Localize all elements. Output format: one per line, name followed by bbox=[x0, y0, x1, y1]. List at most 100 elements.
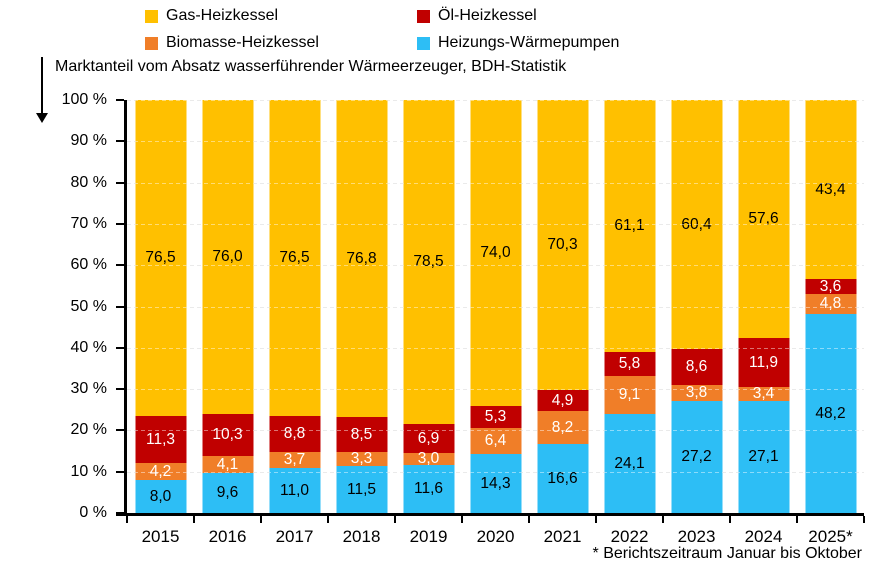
y-axis-tick bbox=[116, 512, 124, 514]
segment-value-label: 10,3 bbox=[212, 426, 243, 444]
x-axis-tick bbox=[260, 516, 262, 523]
bar-slot: 9,6 4,1 10,3 76,0 2016 bbox=[194, 100, 261, 546]
x-axis-tick bbox=[193, 516, 195, 523]
legend-label-biomasse: Biomasse-Heizkessel bbox=[166, 34, 319, 51]
y-axis-tick bbox=[116, 470, 124, 473]
x-axis-label: 2016 bbox=[208, 527, 247, 546]
segment-value-label: 16,6 bbox=[547, 469, 578, 487]
bar-segment--l-heizkessel: 5,3 bbox=[470, 405, 521, 428]
segment-value-label: 76,5 bbox=[145, 249, 176, 267]
legend-swatch-gas-icon bbox=[145, 9, 158, 23]
segment-value-label: 11,0 bbox=[279, 481, 310, 499]
bar-segment-heizungs-w-rmepumpen: 8,0 bbox=[135, 479, 186, 513]
y-axis-tick bbox=[116, 429, 124, 432]
bar-segment-gas-heizkessel: 57,6 bbox=[738, 100, 789, 338]
segment-value-label: 9,1 bbox=[618, 386, 641, 404]
y-axis-label: 70 % bbox=[70, 214, 107, 232]
x-axis-label: 2017 bbox=[275, 527, 314, 546]
bar-slot: 27,1 3,4 11,9 57,6 2024 bbox=[730, 100, 797, 546]
y-axis-tick bbox=[116, 264, 124, 267]
x-axis-tick bbox=[126, 516, 128, 523]
bar-segment--l-heizkessel: 11,3 bbox=[135, 415, 186, 463]
x-axis-label: 2015 bbox=[141, 527, 180, 546]
x-axis-tick bbox=[394, 516, 396, 523]
bar-slot: 11,5 3,3 8,5 76,8 2018 bbox=[328, 100, 395, 546]
segment-value-label: 11,5 bbox=[346, 480, 377, 498]
segment-value-label: 61,1 bbox=[614, 217, 645, 235]
bar-segment--l-heizkessel: 8,8 bbox=[269, 415, 320, 453]
segment-value-label: 4,1 bbox=[216, 456, 239, 474]
segment-value-label: 8,5 bbox=[350, 425, 373, 443]
legend-swatch-waermepumpen-icon bbox=[417, 36, 430, 50]
segment-value-label: 57,6 bbox=[748, 210, 779, 228]
legend-label-oel: Öl-Heizkessel bbox=[438, 7, 537, 24]
bar-segment-heizungs-w-rmepumpen: 11,0 bbox=[269, 467, 320, 513]
segment-value-label: 78,5 bbox=[413, 253, 444, 271]
y-axis-label: 60 % bbox=[70, 256, 107, 274]
bar-2023: 27,2 3,8 8,6 60,4 bbox=[671, 100, 722, 513]
bar-slot: 14,3 6,4 5,3 74,0 2020 bbox=[462, 100, 529, 546]
segment-value-label: 5,8 bbox=[618, 355, 641, 373]
x-axis-tick bbox=[662, 516, 664, 523]
bar-segment-biomasse-heizkessel: 3,3 bbox=[336, 451, 387, 466]
segment-value-label: 74,0 bbox=[480, 244, 511, 262]
segment-value-label: 4,8 bbox=[819, 295, 842, 313]
segment-value-label: 8,0 bbox=[149, 487, 172, 505]
bar-segment--l-heizkessel: 6,9 bbox=[403, 424, 454, 453]
bar-segment-biomasse-heizkessel: 3,8 bbox=[671, 384, 722, 402]
bar-segment-heizungs-w-rmepumpen: 27,2 bbox=[671, 400, 722, 513]
bar-segment-biomasse-heizkessel: 6,4 bbox=[470, 427, 521, 454]
bar-segment-biomasse-heizkessel: 4,1 bbox=[202, 456, 253, 474]
y-axis-label: 90 % bbox=[70, 132, 107, 150]
segment-value-label: 14,3 bbox=[480, 474, 511, 492]
bar-segment-heizungs-w-rmepumpen: 11,6 bbox=[403, 465, 454, 513]
bar-segment-gas-heizkessel: 60,4 bbox=[671, 100, 722, 350]
bar-slot: 11,0 3,7 8,8 76,5 2017 bbox=[261, 100, 328, 546]
bar-2015: 8,0 4,2 11,3 76,5 bbox=[135, 100, 186, 513]
legend-item-gas-heizkessel: Gas-Heizkessel bbox=[145, 7, 278, 25]
bar-segment-heizungs-w-rmepumpen: 24,1 bbox=[604, 413, 655, 513]
segment-value-label: 11,3 bbox=[145, 430, 176, 448]
bar-segment--l-heizkessel: 8,5 bbox=[336, 416, 387, 452]
segment-value-label: 76,0 bbox=[212, 248, 243, 266]
gridline-overlay bbox=[127, 306, 864, 308]
segment-value-label: 76,5 bbox=[279, 249, 310, 267]
chart-title: Marktanteil vom Absatz wasserführender W… bbox=[55, 58, 567, 75]
y-axis-tick bbox=[116, 305, 124, 308]
bar-segment-biomasse-heizkessel: 8,2 bbox=[537, 410, 588, 445]
legend-swatch-biomasse-icon bbox=[145, 36, 158, 50]
y-axis-label: 0 % bbox=[79, 504, 107, 521]
bar-segment-gas-heizkessel: 70,3 bbox=[537, 100, 588, 391]
bar-segment-biomasse-heizkessel: 3,7 bbox=[269, 452, 320, 468]
y-axis-label: 50 % bbox=[70, 297, 107, 315]
segment-value-label: 8,2 bbox=[551, 418, 574, 436]
bar-segment-biomasse-heizkessel: 4,8 bbox=[805, 294, 856, 314]
segment-value-label: 48,2 bbox=[815, 404, 846, 422]
footnote: * Berichtszeitraum Januar bis Oktober bbox=[592, 545, 862, 562]
bar-slot: 8,0 4,2 11,3 76,5 2015 bbox=[127, 100, 194, 546]
x-axis-label: 2021 bbox=[543, 527, 582, 546]
bar-slot: 27,2 3,8 8,6 60,4 2023 bbox=[663, 100, 730, 546]
segment-value-label: 60,4 bbox=[681, 216, 712, 233]
y-axis-label: 80 % bbox=[70, 173, 107, 191]
bar-segment-heizungs-w-rmepumpen: 48,2 bbox=[805, 313, 856, 513]
gridline-overlay bbox=[127, 471, 864, 473]
bar-segment-biomasse-heizkessel: 9,1 bbox=[604, 376, 655, 414]
y-axis-label: 30 % bbox=[70, 380, 107, 398]
bar-slot: 11,6 3,0 6,9 78,5 2019 bbox=[395, 100, 462, 546]
y-axis-label: 40 % bbox=[70, 338, 107, 356]
bar-2021: 16,6 8,2 4,9 70,3 bbox=[537, 100, 588, 513]
segment-value-label: 4,9 bbox=[551, 391, 574, 409]
legend-label-waermepumpen: Heizungs-Wärmepumpen bbox=[438, 34, 620, 51]
x-axis-tick bbox=[863, 516, 865, 523]
bar-segment-biomasse-heizkessel: 3,4 bbox=[738, 386, 789, 401]
x-axis-label: 2022 bbox=[610, 527, 649, 546]
bar-2025: 48,2 4,8 3,6 43,4 bbox=[805, 100, 856, 513]
bar-slot: 48,2 4,8 3,6 43,4 2025* bbox=[797, 100, 864, 546]
bar-segment--l-heizkessel: 10,3 bbox=[202, 413, 253, 457]
segment-value-label: 6,9 bbox=[417, 429, 440, 447]
segment-value-label: 3,8 bbox=[685, 384, 708, 402]
y-axis-tick bbox=[116, 222, 124, 225]
y-axis-tick bbox=[116, 140, 124, 143]
